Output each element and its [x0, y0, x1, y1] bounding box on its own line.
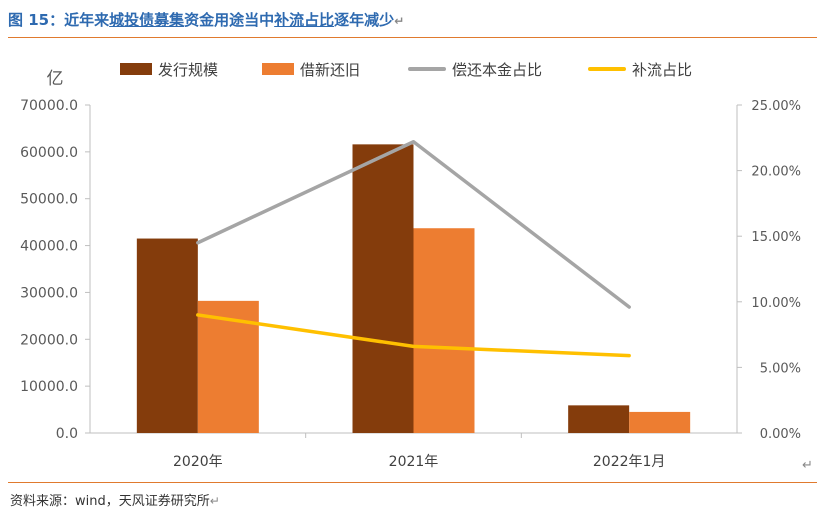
y-tick-label: 20000.0 — [20, 332, 78, 348]
y2-tick-label: 0.00% — [760, 427, 801, 442]
y-tick-label: 30000.0 — [20, 285, 78, 301]
legend-label: 借新还旧 — [300, 61, 360, 79]
y-tick-label: 50000.0 — [20, 192, 78, 208]
y-unit-label: 亿 — [47, 69, 64, 89]
y-tick-label: 0.0 — [56, 426, 78, 442]
figure-label: 图 15： — [8, 11, 65, 29]
title-segment: 近年来 — [64, 11, 110, 29]
title-segment: 城投债募集 — [109, 11, 185, 29]
line-principal-repayment-share — [196, 139, 631, 309]
y-tick-label: 60000.0 — [20, 145, 78, 161]
bar-refinancing — [629, 411, 691, 433]
y2-tick-label: 5.00% — [760, 361, 801, 376]
bar-refinancing — [413, 228, 475, 433]
y2-tick-label: 25.00% — [751, 99, 801, 114]
legend-label: 偿还本金占比 — [452, 61, 542, 79]
paragraph-return-mark: ↵ — [802, 458, 813, 473]
chart-area: 0.0 10000.0 20000.0 30000.0 40000.0 50000.0 60… — [20, 61, 801, 470]
top-divider — [8, 37, 817, 38]
bar-issuance — [568, 405, 630, 433]
bottom-divider — [8, 482, 817, 483]
figure-title-text: 近年来城投债募集资金用途当中补流占比逐年减少 — [64, 11, 394, 29]
figure-title: 图 15：近年来城投债募集资金用途当中补流占比逐年减少↵ — [8, 9, 404, 30]
title-segment: 资金用途当中 — [184, 11, 275, 29]
legend-label: 补流占比 — [632, 61, 692, 79]
title-segment: 补流占比 — [274, 11, 335, 29]
source-note: 资料来源：wind，天风证券研究所↵ — [10, 490, 220, 509]
x-tick-label: 2021年 — [389, 454, 439, 470]
bar-issuance — [352, 144, 414, 434]
source-text: 资料来源：wind，天风证券研究所 — [10, 494, 210, 509]
paragraph-return-mark: ↵ — [394, 14, 405, 28]
legend-swatch — [262, 63, 294, 75]
bar-issuance — [136, 238, 198, 433]
y2-tick-label: 10.00% — [751, 296, 801, 311]
y-tick-label: 70000.0 — [20, 98, 78, 114]
legend-label: 发行规模 — [158, 61, 218, 79]
y2-tick-label: 15.00% — [751, 230, 801, 245]
x-tick-label: 2020年 — [173, 454, 223, 470]
line-working-capital-share — [196, 313, 631, 358]
title-segment: 逐年减少 — [334, 11, 395, 29]
y-tick-label: 40000.0 — [20, 239, 78, 255]
legend-swatch — [120, 63, 152, 75]
y2-tick-label: 20.00% — [751, 165, 801, 180]
paragraph-return-mark: ↵ — [209, 494, 220, 508]
x-tick-label: 2022年1月 — [593, 454, 666, 470]
y-tick-label: 10000.0 — [20, 379, 78, 395]
